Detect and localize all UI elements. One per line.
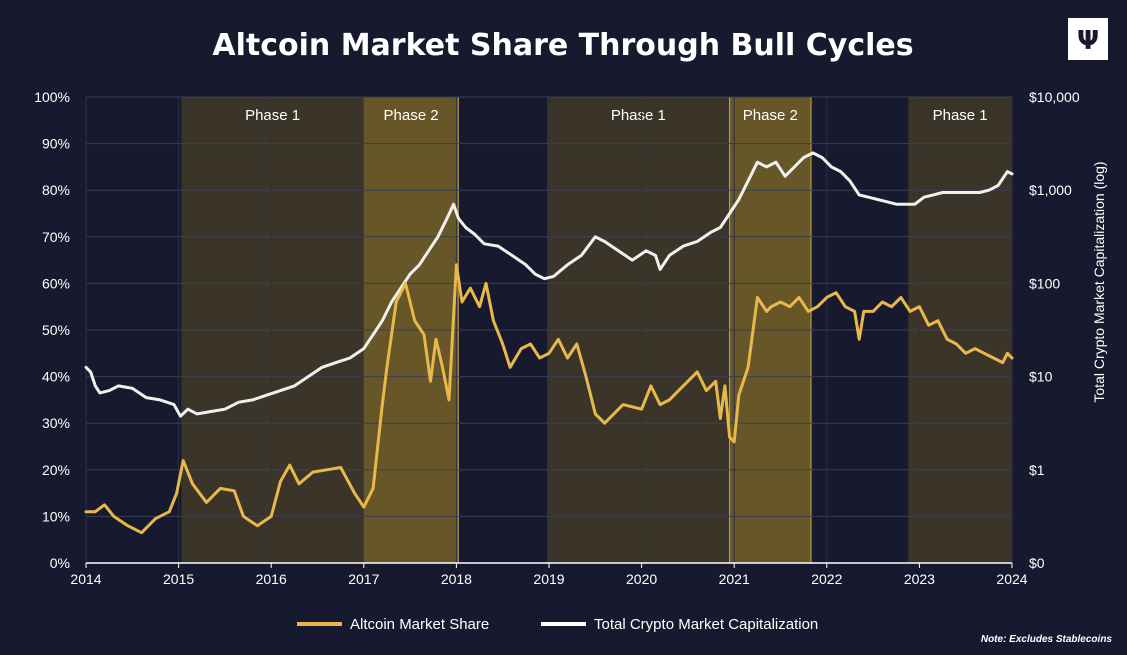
y-right-tick-label: $10,000 bbox=[1029, 89, 1080, 105]
chart-title: Altcoin Market Share Through Bull Cycles bbox=[212, 28, 913, 63]
y-left-tick-label: 70% bbox=[42, 229, 70, 245]
x-tick-label: 2021 bbox=[719, 571, 750, 587]
y-right-tick-label: $0 bbox=[1029, 555, 1045, 571]
y-left-tick-label: 10% bbox=[42, 508, 70, 524]
x-tick-label: 2015 bbox=[163, 571, 194, 587]
legend: Altcoin Market Share Total Crypto Market… bbox=[297, 616, 818, 633]
y-left-tick-label: 80% bbox=[42, 182, 70, 198]
phase-label: Phase 1 bbox=[611, 107, 666, 124]
x-tick-label: 2014 bbox=[70, 571, 101, 587]
y-left-tick-label: 60% bbox=[42, 275, 70, 291]
logo-mark: Ψ bbox=[1077, 26, 1099, 56]
series-layer bbox=[84, 151, 1014, 535]
right-axis-title: Total Crypto Market Capitalization (log) bbox=[1091, 161, 1107, 402]
brand-logo: Ψ bbox=[1068, 18, 1108, 60]
footnote: Note: Excludes Stablecoins bbox=[981, 634, 1113, 645]
legend-label-altcoin: Altcoin Market Share bbox=[350, 616, 489, 633]
y-left-tick-label: 20% bbox=[42, 462, 70, 478]
y-left-tick-label: 30% bbox=[42, 415, 70, 431]
y-left-tick-label: 50% bbox=[42, 322, 70, 338]
y-right-tick-label: $1 bbox=[1029, 462, 1045, 478]
legend-label-mcap: Total Crypto Market Capitalization bbox=[594, 616, 818, 633]
phase-label: Phase 1 bbox=[245, 107, 300, 124]
x-tick-label: 2018 bbox=[441, 571, 472, 587]
x-tick-label: 2019 bbox=[533, 571, 564, 587]
y-right-tick-label: $1,000 bbox=[1029, 182, 1072, 198]
y-left-tick-label: 40% bbox=[42, 369, 70, 385]
y-left-tick-label: 0% bbox=[50, 555, 70, 571]
y-right-tick-label: $100 bbox=[1029, 275, 1060, 291]
x-tick-label: 2024 bbox=[996, 571, 1027, 587]
x-tick-label: 2023 bbox=[904, 571, 935, 587]
altcoin-share-line bbox=[84, 263, 1014, 535]
phase-label: Phase 2 bbox=[384, 107, 439, 124]
x-tick-label: 2020 bbox=[626, 571, 657, 587]
phase-label: Phase 1 bbox=[933, 107, 988, 124]
x-tick-label: 2016 bbox=[256, 571, 287, 587]
x-tick-label: 2022 bbox=[811, 571, 842, 587]
market-cap-line bbox=[84, 151, 1014, 418]
x-tick-label: 2017 bbox=[348, 571, 379, 587]
phase-label: Phase 2 bbox=[743, 107, 798, 124]
logo-box bbox=[1068, 18, 1108, 60]
y-left-tick-label: 100% bbox=[34, 89, 70, 105]
y-right-tick-label: $10 bbox=[1029, 369, 1053, 385]
axes: 2014 2015 2016 2017 2018 2019 2020 2021 2022 2023… bbox=[34, 89, 1080, 587]
y-left-tick-label: 90% bbox=[42, 136, 70, 152]
